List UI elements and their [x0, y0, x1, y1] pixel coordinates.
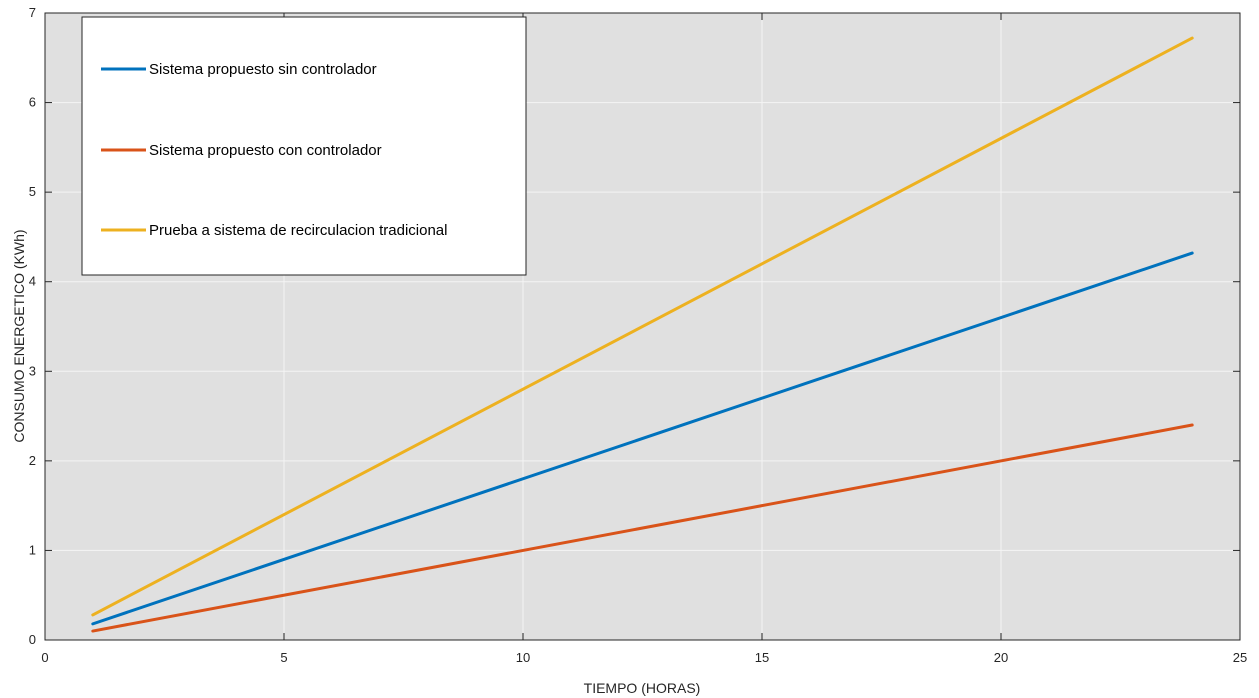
- series-line-2: [91, 423, 1194, 633]
- legend-label-2: Sistema propuesto con controlador: [149, 142, 382, 159]
- y-tick-label: 4: [29, 274, 36, 289]
- series-line-3: [91, 36, 1194, 617]
- x-tick-label: 15: [755, 650, 769, 665]
- x-tick-label: 10: [516, 650, 530, 665]
- x-tick-label: 0: [41, 650, 48, 665]
- series-lines: [91, 36, 1194, 633]
- legend-label-3: Prueba a sistema de recirculacion tradic…: [149, 222, 447, 239]
- y-tick-label: 3: [29, 363, 36, 378]
- axis-ticks: 0 5 10 15 20 25 0 1 2 3 4 5 6 7: [29, 5, 1247, 665]
- legend-box: [81, 16, 527, 276]
- y-tick-label: 5: [29, 184, 36, 199]
- y-tick-label: 0: [29, 632, 36, 647]
- x-tick-label: 5: [280, 650, 287, 665]
- y-tick-label: 7: [29, 5, 36, 20]
- series-line-1: [91, 251, 1194, 626]
- y-axis-title: CONSUMO ENERGETICO (KWh): [11, 229, 27, 442]
- plot-frame: [44, 12, 1241, 641]
- y-tick-label: 6: [29, 95, 36, 110]
- y-tick-label: 1: [29, 542, 36, 557]
- legend: Sistema propuesto sin controlador Sistema…: [81, 16, 527, 276]
- x-axis-title: TIEMPO (HORAS): [584, 680, 701, 696]
- y-tick-label: 2: [29, 453, 36, 468]
- x-tick-label: 25: [1233, 650, 1247, 665]
- x-tick-label: 20: [994, 650, 1008, 665]
- legend-label-1: Sistema propuesto sin controlador: [149, 61, 377, 78]
